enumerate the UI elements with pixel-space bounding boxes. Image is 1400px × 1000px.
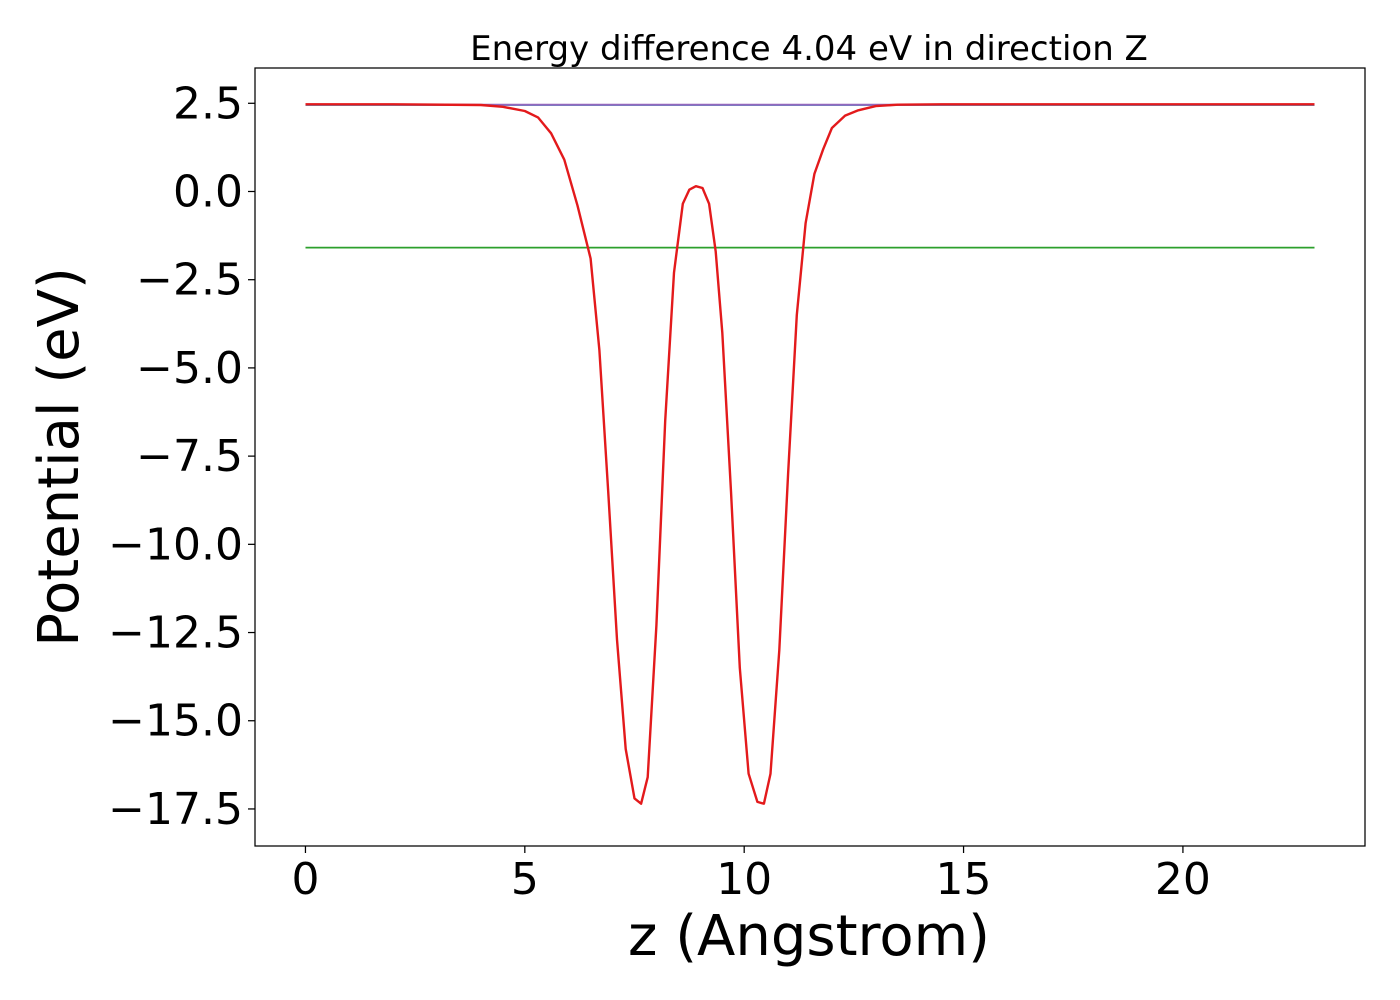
y-tick-label: −15.0 [108,696,243,747]
plot-frame [254,67,1366,847]
y-tick-label: −17.5 [108,784,243,835]
x-tick-label: 15 [936,854,992,905]
y-tick-label: −5.0 [136,343,243,394]
y-tick-label: 2.5 [173,78,243,129]
x-tick-label: 5 [511,854,539,905]
x-tick-label: 10 [716,854,772,905]
chart-title: Energy difference 4.04 eV in direction Z [470,29,1148,69]
series-layer [305,103,1315,805]
x-axis-label: z (Angstrom) [628,904,990,969]
y-tick-label: 0.0 [173,166,243,217]
y-axis-label: Potential (eV) [27,267,92,647]
y-tick-label: −2.5 [136,255,243,306]
series-line-3 [305,103,1315,805]
y-tick-label: −10.0 [108,519,243,570]
x-tick-label: 0 [291,854,319,905]
y-tick-label: −7.5 [136,431,243,482]
y-tick-label: −12.5 [108,608,243,659]
y-axis-ticks: 2.5 0.0 −2.5 −5.0 −7.5 −10.0 −12.5 −15.0 −17.5 [108,78,255,835]
x-tick-label: 20 [1155,854,1211,905]
x-axis-ticks: 0 5 10 15 20 [291,846,1211,905]
